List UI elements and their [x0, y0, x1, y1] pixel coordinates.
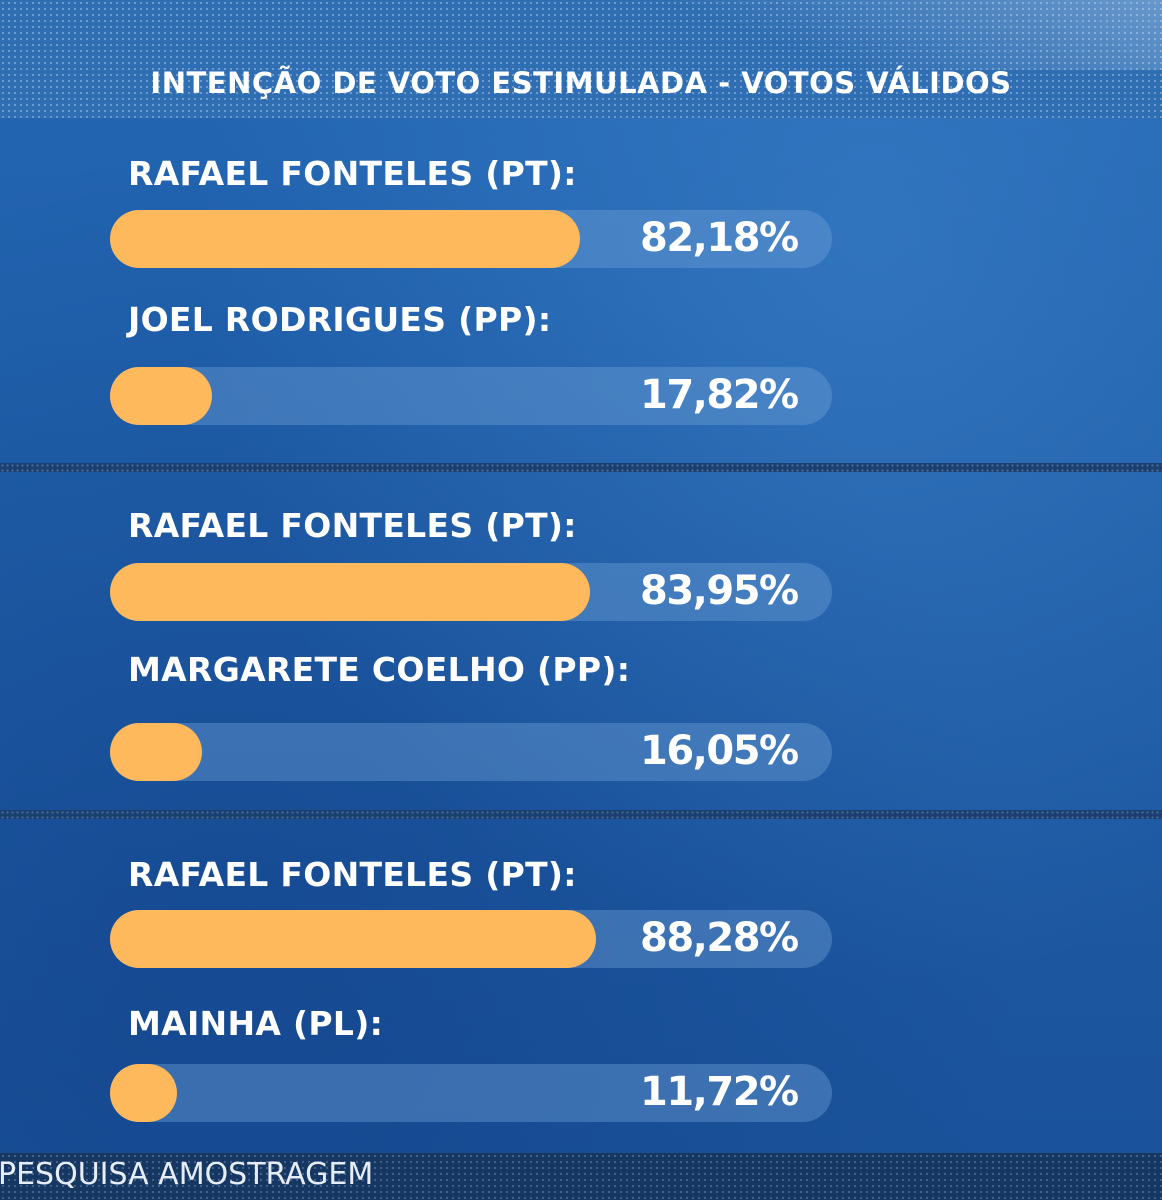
bar-track — [110, 910, 832, 968]
bar-track — [110, 367, 832, 425]
title-band — [0, 0, 1162, 118]
value-label: 88,28% — [640, 915, 799, 961]
footer-band — [0, 1153, 1162, 1200]
bar-track — [110, 723, 832, 781]
chart-title: INTENÇÃO DE VOTO ESTIMULADA - VOTOS VÁLI… — [150, 66, 1012, 100]
candidate-label: RAFAEL FONTELES (PT): — [128, 154, 577, 193]
scenario-divider — [0, 463, 1162, 472]
candidate-label: JOEL RODRIGUES (PP): — [128, 300, 552, 339]
bar — [110, 210, 580, 268]
candidate-label: MAINHA (PL): — [128, 1004, 384, 1043]
bar — [110, 1064, 177, 1122]
scenario-divider — [0, 810, 1162, 819]
value-label: 17,82% — [640, 372, 799, 418]
source-label: PESQUISA AMOSTRAGEM — [0, 1157, 374, 1192]
bar — [110, 563, 590, 621]
candidate-label: RAFAEL FONTELES (PT): — [128, 855, 577, 894]
value-label: 11,72% — [640, 1069, 799, 1115]
value-label: 82,18% — [640, 215, 799, 261]
candidate-label: RAFAEL FONTELES (PT): — [128, 506, 577, 545]
value-label: 83,95% — [640, 568, 799, 614]
bar — [110, 910, 596, 968]
bar-track — [110, 210, 832, 268]
bar-track — [110, 563, 832, 621]
bar — [110, 723, 202, 781]
bar — [110, 367, 212, 425]
bar-track — [110, 1064, 832, 1122]
candidate-label: MARGARETE COELHO (PP): — [128, 650, 631, 689]
value-label: 16,05% — [640, 728, 799, 774]
